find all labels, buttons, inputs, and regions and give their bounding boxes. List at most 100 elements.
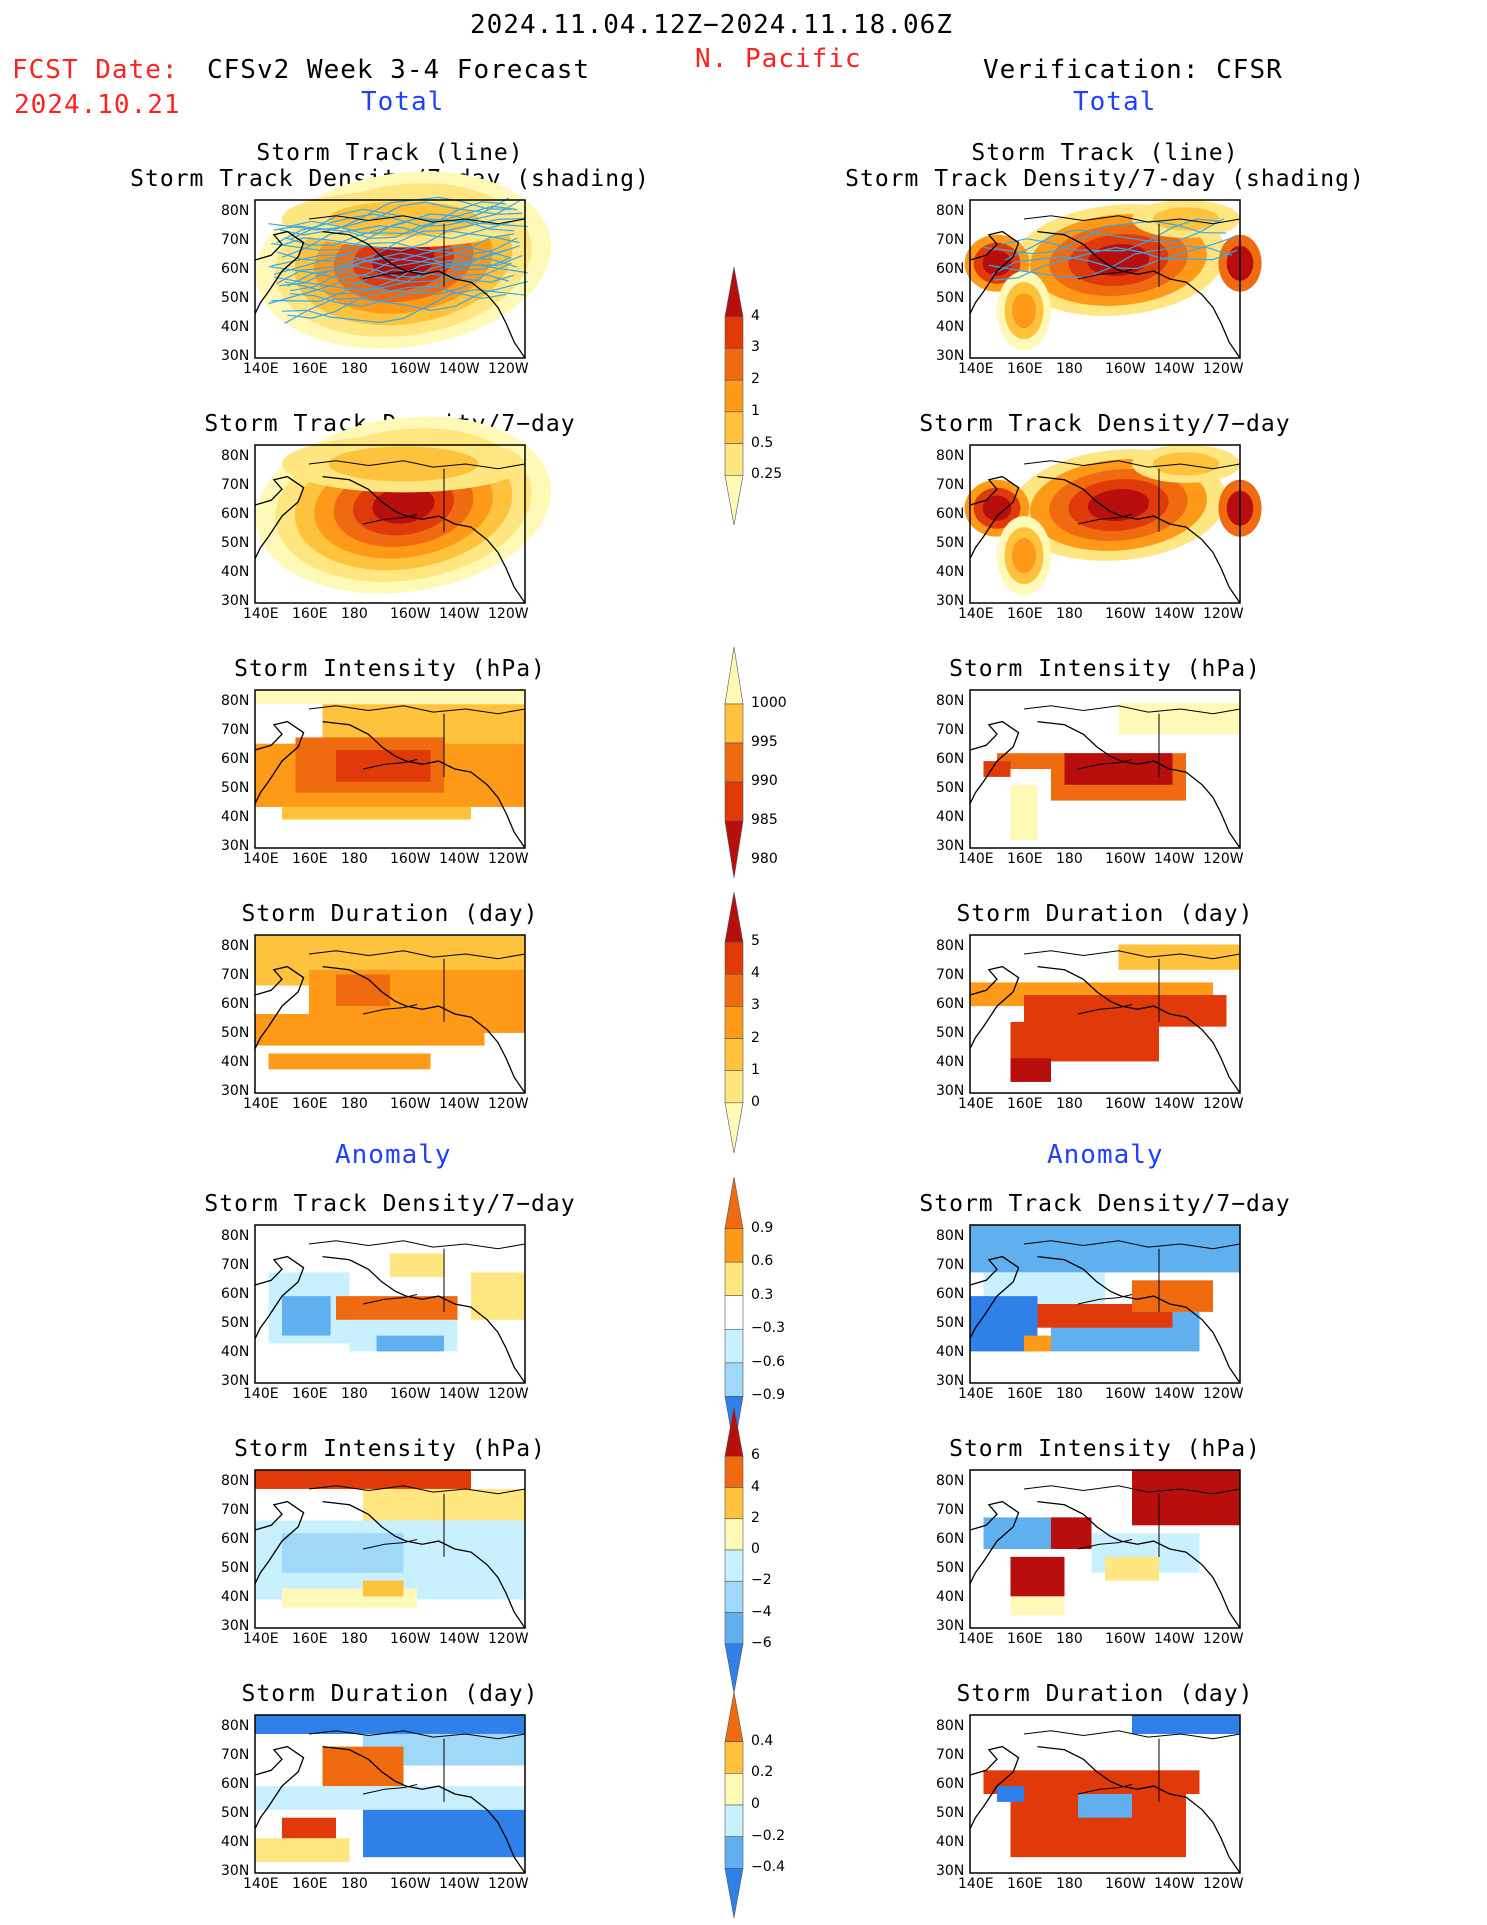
latitude-label: 40N xyxy=(936,564,965,580)
latitude-label: 40N xyxy=(936,1834,965,1850)
latitude-label: 70N xyxy=(936,477,965,493)
latitude-label: 70N xyxy=(936,722,965,738)
longitude-label: 140W xyxy=(1154,606,1195,622)
longitude-label: 140E xyxy=(243,851,279,867)
colorbar-label: 0.25 xyxy=(751,466,783,483)
colorbar-segment xyxy=(724,1518,744,1551)
panel-title: Storm Intensity (hPa) xyxy=(949,656,1261,682)
map-frame xyxy=(969,199,1241,359)
latitude-label: 50N xyxy=(936,1025,965,1041)
colorbar-label: −0.9 xyxy=(751,1387,785,1404)
longitude-label: 120W xyxy=(1203,1096,1244,1112)
colorbar-segment xyxy=(724,1038,744,1072)
grid-cell xyxy=(282,1296,331,1336)
latitude-label: 30N xyxy=(936,348,965,364)
shading-contour xyxy=(328,446,479,482)
longitude-label: 160E xyxy=(292,606,328,622)
coastline xyxy=(254,475,305,560)
longitude-label: 160W xyxy=(390,1631,431,1647)
longitude-label: 180 xyxy=(1056,1386,1083,1402)
coastline xyxy=(322,965,526,1094)
colorbar-segment xyxy=(724,973,744,1007)
shading-contour xyxy=(1012,538,1036,574)
latitude-label: 30N xyxy=(221,1083,250,1099)
latitude-label: 80N xyxy=(221,1718,250,1734)
latitude-label: 50N xyxy=(221,535,250,551)
latitude-label: 70N xyxy=(936,1747,965,1763)
colorbar-label: 5 xyxy=(751,933,760,950)
longitude-label: 140E xyxy=(958,1631,994,1647)
colorbar-label: 995 xyxy=(751,734,778,750)
grid-cell xyxy=(282,806,471,820)
panel-title: Storm Track Density/7-day (shading) xyxy=(845,166,1365,192)
coastline xyxy=(308,1730,526,1740)
colorbar-segment xyxy=(724,1741,744,1774)
latitude-label: 50N xyxy=(221,1315,250,1331)
longitude-label: 120W xyxy=(1203,1631,1244,1647)
panel-title: Storm Track (line) xyxy=(256,140,524,166)
coastline xyxy=(1077,269,1133,280)
coastline xyxy=(362,1539,418,1550)
longitude-label: 180 xyxy=(1056,1876,1083,1892)
map-frame xyxy=(969,934,1241,1094)
colorbar xyxy=(724,1691,744,1919)
longitude-label: 160W xyxy=(390,851,431,867)
longitude-label: 140W xyxy=(439,606,480,622)
colorbar-segment xyxy=(724,474,744,526)
shading-contour xyxy=(982,250,1012,276)
longitude-label: 140W xyxy=(439,1631,480,1647)
longitude-label: 160E xyxy=(292,1096,328,1112)
panel-title: Storm Duration (day) xyxy=(241,901,539,927)
fcst-date-label: FCST Date: xyxy=(12,55,179,85)
storm-track-line xyxy=(279,252,523,287)
longitude-label: 140E xyxy=(958,606,994,622)
latitude-label: 40N xyxy=(221,1344,250,1360)
grid-cell xyxy=(970,1225,1240,1273)
latitude-label: 70N xyxy=(936,232,965,248)
longitude-label: 140W xyxy=(1154,851,1195,867)
longitude-label: 140E xyxy=(958,851,994,867)
coastline xyxy=(1023,1485,1241,1495)
right-column-title: Verification: CFSR xyxy=(983,55,1283,85)
latitude-label: 30N xyxy=(221,838,250,854)
grid-cell xyxy=(471,1272,525,1320)
colorbar-label: 0 xyxy=(751,1541,760,1557)
latitude-label: 60N xyxy=(936,996,965,1012)
longitude-label: 160W xyxy=(1105,361,1146,377)
storm-track-line xyxy=(273,205,517,239)
longitude-label: 180 xyxy=(1056,606,1083,622)
latitude-label: 40N xyxy=(221,1589,250,1605)
colorbar-label: 3 xyxy=(751,339,760,356)
storm-track-line xyxy=(279,201,523,236)
grid-cell xyxy=(1024,995,1227,1027)
latitude-label: 80N xyxy=(221,1473,250,1489)
latitude-label: 40N xyxy=(221,319,250,335)
colorbar-segment xyxy=(724,891,744,943)
longitude-label: 140W xyxy=(1154,361,1195,377)
coastline xyxy=(322,1255,526,1384)
grid-cell xyxy=(1051,1517,1092,1549)
panel-title: Storm Intensity (hPa) xyxy=(234,1436,546,1462)
colorbar-segment xyxy=(724,781,744,822)
longitude-label: 160E xyxy=(292,1386,328,1402)
latitude-label: 40N xyxy=(221,564,250,580)
longitude-label: 140E xyxy=(958,1096,994,1112)
shading-contour xyxy=(1152,452,1220,476)
coastline xyxy=(362,759,418,770)
longitude-label: 120W xyxy=(488,606,529,622)
longitude-label: 160W xyxy=(1105,606,1146,622)
coastline xyxy=(1037,1745,1241,1874)
colorbar-label: −0.6 xyxy=(751,1353,785,1370)
grid-cell xyxy=(1105,1556,1159,1581)
longitude-label: 160W xyxy=(390,1876,431,1892)
longitude-label: 140E xyxy=(243,1386,279,1402)
coastline xyxy=(254,1745,305,1830)
coastline xyxy=(1077,1004,1133,1015)
coastline xyxy=(254,720,305,805)
coastline xyxy=(1077,1784,1133,1795)
coastline xyxy=(1077,759,1133,770)
longitude-label: 120W xyxy=(488,1876,529,1892)
map-panel xyxy=(254,1224,526,1384)
storm-track-line xyxy=(276,229,520,264)
longitude-label: 160E xyxy=(1007,1096,1043,1112)
